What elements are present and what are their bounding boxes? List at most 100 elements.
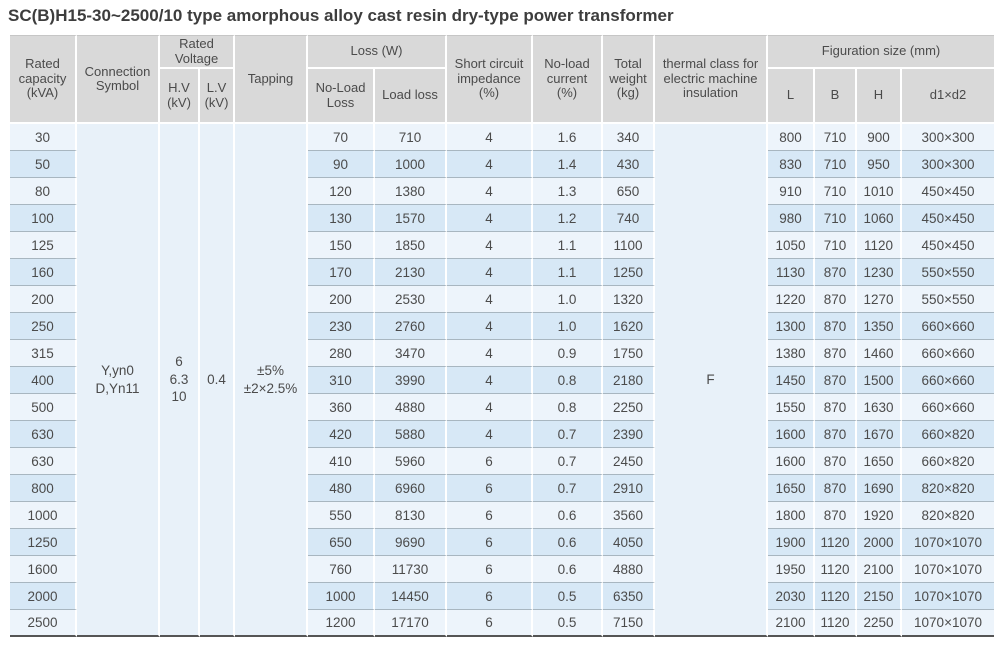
cell-rated-capacity: 100 — [10, 205, 77, 233]
cell-dim-d1d2: 660×660 — [902, 394, 995, 422]
cell-dim-l: 2030 — [768, 583, 815, 611]
cell-rated-capacity: 630 — [10, 448, 77, 476]
cell-dim-d1d2: 450×450 — [902, 232, 995, 260]
table-row: 100 130 1570 4 1.2 740 980 710 1060 450×450 — [10, 205, 995, 233]
cell-no-load-current: 0.9 — [533, 340, 603, 368]
cell-dim-h: 1630 — [857, 394, 902, 422]
cell-dim-b: 710 — [815, 205, 857, 233]
cell-no-load-loss: 310 — [308, 367, 375, 395]
cell-dim-d1d2: 660×820 — [902, 421, 995, 449]
table-row: 80 120 1380 4 1.3 650 910 710 1010 450×450 — [10, 178, 995, 206]
cell-load-loss: 5880 — [375, 421, 447, 449]
cell-dim-d1d2: 1070×1070 — [902, 529, 995, 557]
cell-dim-l: 1130 — [768, 259, 815, 287]
cell-dim-h: 1650 — [857, 448, 902, 476]
cell-no-load-current: 1.0 — [533, 286, 603, 314]
cell-dim-l: 1800 — [768, 502, 815, 530]
cell-no-load-current: 0.5 — [533, 583, 603, 611]
cell-dim-h: 1350 — [857, 313, 902, 341]
cell-dim-h: 1060 — [857, 205, 902, 233]
cell-dim-l: 910 — [768, 178, 815, 206]
col-header-rated-capacity: Rated capacity (kVA) — [10, 35, 77, 125]
cell-rated-capacity: 1250 — [10, 529, 77, 557]
col-header-b: B — [815, 69, 857, 125]
cell-short-circuit-impedance: 4 — [447, 313, 533, 341]
cell-dim-h: 2000 — [857, 529, 902, 557]
cell-load-loss: 5960 — [375, 448, 447, 476]
cell-no-load-loss: 1000 — [308, 583, 375, 611]
cell-load-loss: 17170 — [375, 610, 447, 638]
cell-short-circuit-impedance: 4 — [447, 340, 533, 368]
cell-dim-l: 1300 — [768, 313, 815, 341]
cell-dim-b: 870 — [815, 340, 857, 368]
cell-dim-b: 870 — [815, 286, 857, 314]
col-header-rated-voltage: Rated Voltage — [160, 35, 235, 70]
cell-dim-b: 870 — [815, 475, 857, 503]
cell-dim-l: 1650 — [768, 475, 815, 503]
cell-lv: 0.4 — [200, 124, 235, 638]
cell-no-load-current: 0.6 — [533, 529, 603, 557]
cell-no-load-current: 0.6 — [533, 556, 603, 584]
cell-load-loss: 3470 — [375, 340, 447, 368]
cell-dim-h: 1010 — [857, 178, 902, 206]
cell-no-load-loss: 550 — [308, 502, 375, 530]
cell-rated-capacity: 2500 — [10, 610, 77, 638]
cell-dim-d1d2: 550×550 — [902, 286, 995, 314]
cell-dim-l: 1450 — [768, 367, 815, 395]
cell-dim-l: 1900 — [768, 529, 815, 557]
col-header-d1d2: d1×d2 — [902, 69, 995, 125]
cell-total-weight: 6350 — [603, 583, 655, 611]
table-body: 30 Y,yn0 D,Yn11 6 6.3 10 0.4 ±5% ±2×2.5% 70 71… — [10, 124, 995, 638]
cell-dim-d1d2: 660×660 — [902, 340, 995, 368]
cell-short-circuit-impedance: 6 — [447, 583, 533, 611]
cell-short-circuit-impedance: 4 — [447, 124, 533, 152]
cell-rated-capacity: 80 — [10, 178, 77, 206]
cell-dim-b: 870 — [815, 448, 857, 476]
cell-dim-d1d2: 450×450 — [902, 205, 995, 233]
cell-no-load-current: 1.3 — [533, 178, 603, 206]
cell-load-loss: 710 — [375, 124, 447, 152]
cell-load-loss: 8130 — [375, 502, 447, 530]
cell-rated-capacity: 50 — [10, 151, 77, 179]
cell-no-load-loss: 1200 — [308, 610, 375, 638]
cell-dim-h: 1690 — [857, 475, 902, 503]
cell-load-loss: 1380 — [375, 178, 447, 206]
cell-no-load-loss: 650 — [308, 529, 375, 557]
cell-no-load-loss: 90 — [308, 151, 375, 179]
cell-dim-h: 1670 — [857, 421, 902, 449]
col-header-figuration-size: Figuration size (mm) — [768, 35, 995, 70]
cell-dim-l: 1050 — [768, 232, 815, 260]
cell-no-load-loss: 120 — [308, 178, 375, 206]
cell-dim-d1d2: 300×300 — [902, 124, 995, 152]
cell-dim-b: 710 — [815, 124, 857, 152]
cell-dim-b: 710 — [815, 232, 857, 260]
cell-short-circuit-impedance: 4 — [447, 205, 533, 233]
cell-no-load-current: 0.8 — [533, 367, 603, 395]
cell-dim-d1d2: 1070×1070 — [902, 556, 995, 584]
cell-dim-b: 870 — [815, 313, 857, 341]
table-row: 250 230 2760 4 1.0 1620 1300 870 1350 660×660 — [10, 313, 995, 341]
cell-dim-b: 710 — [815, 151, 857, 179]
table-header: Rated capacity (kVA) Connection Symbol R… — [10, 35, 995, 125]
cell-dim-b: 1120 — [815, 529, 857, 557]
cell-load-loss: 2530 — [375, 286, 447, 314]
cell-dim-b: 710 — [815, 178, 857, 206]
cell-dim-h: 2250 — [857, 610, 902, 638]
cell-short-circuit-impedance: 6 — [447, 502, 533, 530]
cell-no-load-current: 1.1 — [533, 232, 603, 260]
cell-total-weight: 7150 — [603, 610, 655, 638]
cell-short-circuit-impedance: 6 — [447, 556, 533, 584]
cell-rated-capacity: 315 — [10, 340, 77, 368]
cell-no-load-loss: 170 — [308, 259, 375, 287]
cell-rated-capacity: 160 — [10, 259, 77, 287]
cell-rated-capacity: 125 — [10, 232, 77, 260]
cell-no-load-current: 0.7 — [533, 421, 603, 449]
cell-total-weight: 4050 — [603, 529, 655, 557]
cell-total-weight: 1320 — [603, 286, 655, 314]
table-row: 50 90 1000 4 1.4 430 830 710 950 300×300 — [10, 151, 995, 179]
cell-dim-h: 1460 — [857, 340, 902, 368]
cell-dim-l: 1950 — [768, 556, 815, 584]
cell-hv: 6 6.3 10 — [160, 124, 200, 638]
col-header-tapping: Tapping — [235, 35, 308, 125]
cell-total-weight: 2250 — [603, 394, 655, 422]
